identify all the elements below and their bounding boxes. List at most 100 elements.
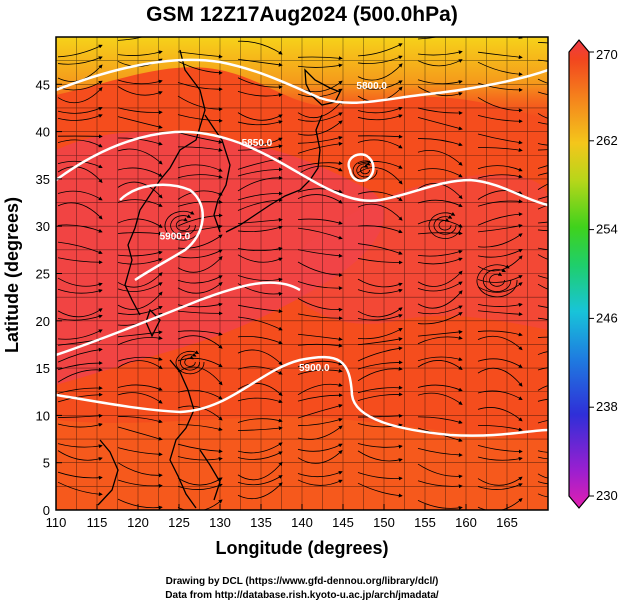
- streamline: [357, 55, 403, 64]
- streamline: [117, 50, 163, 56]
- streamline: [537, 91, 548, 96]
- streamline: [117, 79, 163, 85]
- map-panel: 5800.0 5850.0 5900.0 5900.0: [56, 37, 548, 510]
- streamline: [57, 106, 103, 114]
- contour-label: 5850.0: [242, 138, 273, 149]
- streamline: [237, 254, 283, 263]
- streamline: [237, 475, 283, 486]
- streamline: [417, 330, 463, 337]
- streamline: [297, 425, 343, 440]
- streamline: [537, 493, 548, 498]
- streamline: [117, 218, 163, 228]
- streamline-eddy: [175, 217, 191, 232]
- x-tick-label: 145: [332, 515, 354, 530]
- streamline: [57, 386, 103, 394]
- streamline: [237, 426, 283, 431]
- streamline-eddy: [184, 355, 196, 367]
- streamline: [537, 113, 548, 119]
- streamline: [57, 413, 103, 418]
- streamline: [177, 330, 223, 336]
- streamline: [57, 308, 103, 318]
- streamline: [297, 194, 343, 204]
- streamline: [537, 149, 548, 151]
- y-tick-label: 10: [36, 408, 50, 423]
- x-tick-label: 115: [87, 515, 108, 530]
- streamline: [417, 79, 463, 85]
- streamline: [117, 426, 163, 441]
- streamline-eddy: [476, 264, 518, 298]
- contour-label: 5900.0: [299, 363, 330, 374]
- streamline: [537, 385, 548, 391]
- streamline: [417, 270, 463, 287]
- streamline: [117, 384, 163, 391]
- colorbar-tick-label: 230: [596, 488, 618, 503]
- streamline-eddy: [482, 268, 512, 292]
- x-tick-label: 165: [496, 515, 518, 530]
- streamline: [537, 221, 548, 224]
- streamline: [297, 393, 343, 402]
- x-tick-label: 150: [373, 515, 395, 530]
- streamline: [357, 328, 403, 340]
- streamline: [477, 97, 523, 113]
- streamline: [417, 117, 463, 131]
- streamline: [417, 500, 463, 510]
- streamline: [537, 229, 548, 232]
- streamline: [537, 473, 548, 479]
- streamline: [537, 305, 548, 308]
- streamline: [357, 413, 403, 418]
- streamline: [237, 191, 283, 201]
- colorbar-tick-label: 238: [596, 399, 618, 414]
- streamline: [57, 160, 103, 169]
- streamline: [477, 190, 523, 200]
- streamline: [177, 405, 223, 421]
- streamline: [237, 58, 283, 67]
- streamline: [177, 256, 223, 273]
- streamline: [357, 278, 403, 288]
- streamline: [57, 257, 103, 265]
- streamline: [117, 258, 163, 265]
- streamline: [297, 360, 343, 368]
- streamline: [477, 456, 523, 461]
- streamline: [357, 423, 403, 428]
- streamline: [537, 283, 548, 290]
- streamline: [477, 249, 523, 258]
- streamline: [417, 480, 463, 489]
- streamline: [537, 42, 548, 44]
- streamline: [297, 120, 343, 136]
- streamline: [537, 143, 548, 146]
- chart-title: GSM 12Z17Aug2024 (500.0hPa): [146, 3, 458, 26]
- streamline: [357, 80, 403, 90]
- streamline: [477, 310, 523, 317]
- streamline: [477, 233, 523, 248]
- streamline: [357, 314, 403, 321]
- streamline: [177, 389, 223, 400]
- y-tick-label: 5: [43, 456, 50, 471]
- contour-label: 5800.0: [356, 81, 387, 92]
- streamline: [537, 196, 548, 200]
- streamline: [417, 360, 463, 371]
- streamline: [57, 139, 103, 148]
- streamline: [177, 456, 223, 461]
- streamline: [537, 204, 548, 210]
- streamline: [237, 461, 283, 481]
- streamline-eddy: [180, 352, 201, 371]
- streamline: [177, 357, 223, 368]
- streamline: [297, 56, 343, 61]
- streamline: [297, 368, 343, 375]
- streamline: [177, 310, 223, 316]
- streamline: [177, 174, 223, 179]
- streamline: [537, 456, 548, 460]
- streamline: [477, 498, 523, 510]
- streamline: [477, 199, 523, 207]
- y-tick-label: 30: [36, 219, 50, 234]
- streamline: [417, 199, 463, 207]
- streamline: [57, 224, 103, 233]
- streamline: [57, 87, 103, 104]
- streamline: [417, 447, 463, 457]
- streamline: [477, 302, 523, 307]
- streamline: [117, 231, 163, 236]
- wind-streamlines: [57, 37, 548, 510]
- streamline: [237, 418, 283, 423]
- streamline-eddy: [175, 350, 205, 375]
